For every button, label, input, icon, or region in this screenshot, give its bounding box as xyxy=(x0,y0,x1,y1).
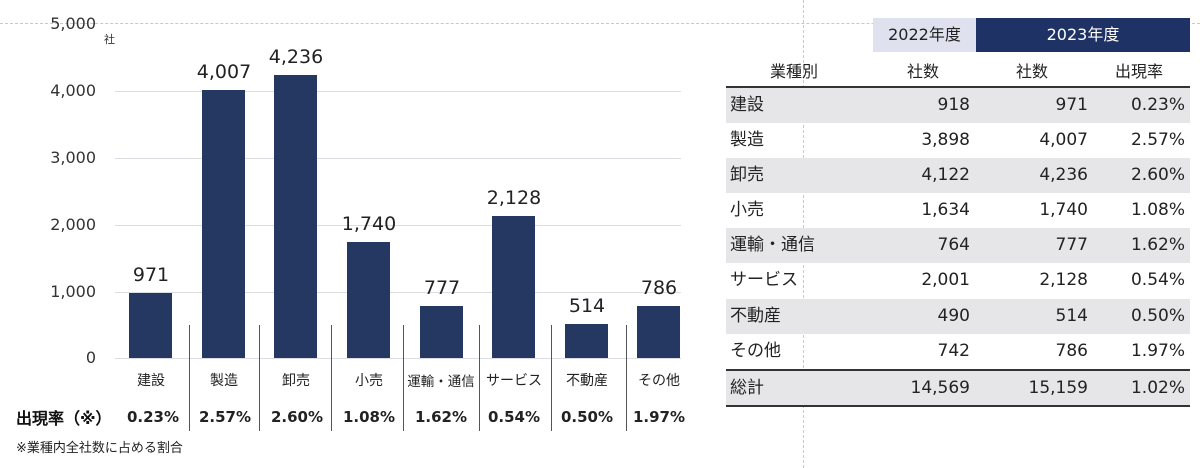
category-label: サービス xyxy=(486,373,542,389)
value-label: 786 xyxy=(640,277,678,299)
col-header-count-2023: 社数 xyxy=(1016,62,1049,81)
category-label: その他 xyxy=(638,373,680,389)
bar-retail xyxy=(347,242,390,358)
y-tick: 0 xyxy=(85,348,96,367)
rate-value: 1.97% xyxy=(632,408,686,426)
y-tick: 1,000 xyxy=(50,282,96,301)
bar-service xyxy=(492,216,535,358)
column-divider xyxy=(189,325,190,431)
rate-value: 2.57% xyxy=(198,408,252,426)
table-row: 小売 1,634 1,740 1.08% xyxy=(730,200,1185,220)
category-label: 不動産 xyxy=(566,373,608,389)
value-label: 777 xyxy=(423,277,461,299)
value-label: 2,128 xyxy=(486,187,542,209)
y-tick: 2,000 xyxy=(50,215,96,234)
column-divider xyxy=(331,325,332,431)
table-row: 不動産 490 514 0.50% xyxy=(726,299,1190,334)
rate-row-title: 出現率（※） xyxy=(16,409,112,428)
table-row: その他 742 786 1.97% xyxy=(730,341,1185,361)
column-divider xyxy=(403,325,404,431)
value-label: 4,007 xyxy=(196,61,252,83)
header-2022: 2022年度 xyxy=(873,18,976,52)
table-row: 製造 3,898 4,007 2.57% xyxy=(730,130,1185,150)
category-label: 卸売 xyxy=(282,373,310,389)
rate-value: 1.62% xyxy=(414,408,468,426)
table-row: サービス 2,001 2,128 0.54% xyxy=(730,270,1185,290)
bar-construction xyxy=(129,293,172,358)
footnote: ※業種内全社数に占める割合 xyxy=(16,441,183,456)
col-header-count-2022: 社数 xyxy=(907,62,940,81)
guide-line-horizontal xyxy=(0,23,1200,24)
header-rule xyxy=(726,86,1190,88)
column-divider xyxy=(551,325,552,431)
column-divider xyxy=(626,325,627,431)
col-header-rate: 出現率 xyxy=(1115,62,1164,81)
gridline xyxy=(115,158,681,159)
table-row: 運輸・通信 764 777 1.62% xyxy=(726,228,1190,263)
table-row: 建設 918 971 0.23% xyxy=(726,88,1190,123)
y-unit: 社 xyxy=(104,33,115,46)
bar-wholesale xyxy=(274,75,317,358)
rate-value: 2.60% xyxy=(270,408,324,426)
gridline xyxy=(115,225,681,226)
gridline xyxy=(115,292,681,293)
y-tick: 5,000 xyxy=(50,14,96,33)
table-row-total: 総計 14,569 15,159 1.02% xyxy=(726,371,1190,406)
total-rule-bottom xyxy=(726,405,1190,407)
header-2023: 2023年度 xyxy=(976,18,1190,52)
value-label: 1,740 xyxy=(341,213,397,235)
bar-other xyxy=(637,306,680,358)
y-tick: 3,000 xyxy=(50,148,96,167)
category-label: 製造 xyxy=(210,373,238,389)
gridline xyxy=(115,91,681,92)
col-header-industry: 業種別 xyxy=(770,62,819,81)
rate-value: 0.23% xyxy=(126,408,180,426)
category-label: 小売 xyxy=(355,373,383,389)
column-divider xyxy=(479,325,480,431)
value-label: 514 xyxy=(568,295,606,317)
column-divider xyxy=(259,325,260,431)
bar-transport xyxy=(420,306,463,358)
value-label: 971 xyxy=(132,264,170,286)
y-tick: 4,000 xyxy=(50,81,96,100)
rate-value: 0.54% xyxy=(487,408,541,426)
category-label: 建設 xyxy=(137,373,165,389)
table-row: 卸売 4,122 4,236 2.60% xyxy=(726,158,1190,193)
bar-manufacturing xyxy=(202,90,245,358)
value-label: 4,236 xyxy=(268,46,324,68)
rate-value: 0.50% xyxy=(560,408,614,426)
rate-value: 1.08% xyxy=(342,408,396,426)
category-label: 運輸・通信 xyxy=(407,374,475,390)
total-rule-top xyxy=(726,369,1190,371)
bar-realestate xyxy=(565,324,608,358)
baseline xyxy=(115,358,681,359)
